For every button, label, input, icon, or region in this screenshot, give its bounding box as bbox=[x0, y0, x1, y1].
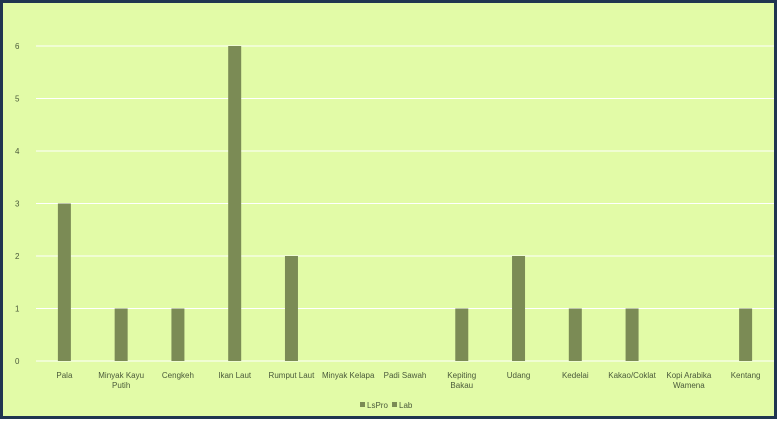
x-category-label: Pala bbox=[56, 371, 73, 380]
legend-label: LsPro bbox=[367, 401, 388, 410]
legend: LsPro Lab bbox=[360, 401, 413, 410]
x-category-label: Kepiting Bakau bbox=[447, 371, 476, 390]
bar-lspro bbox=[171, 308, 185, 361]
x-axis-ticks: Pala Minyak Kayu Putih Cengkeh Ikan Laut Rump… bbox=[56, 371, 760, 390]
x-category-label: Kentang bbox=[731, 371, 761, 380]
y-tick-label: 0 bbox=[15, 357, 20, 366]
bar-lspro bbox=[625, 308, 639, 361]
x-category-label: Kopi Arabika Wamena bbox=[666, 371, 711, 390]
y-tick-label: 5 bbox=[15, 95, 20, 104]
gridlines bbox=[36, 45, 774, 362]
x-category-label: Rumput Laut bbox=[269, 371, 316, 380]
bar-lspro bbox=[57, 203, 71, 361]
bars bbox=[57, 46, 753, 361]
bar-lspro bbox=[455, 308, 469, 361]
y-tick-label: 4 bbox=[15, 147, 20, 156]
legend-swatch bbox=[392, 402, 397, 407]
y-tick-label: 1 bbox=[15, 305, 20, 314]
x-category-label: Minyak Kelapa bbox=[322, 371, 375, 380]
bar-lspro bbox=[228, 46, 242, 361]
bar-chart: 0 1 2 3 4 5 6 Pala Minyak Kayu Putih Cengkeh Ikan … bbox=[15, 42, 774, 410]
x-category-label: Ikan Laut bbox=[218, 371, 252, 380]
y-tick-label: 6 bbox=[15, 42, 20, 51]
bar-lspro bbox=[568, 308, 582, 361]
legend-swatch bbox=[360, 402, 365, 407]
x-category-label: Kakao/Coklat bbox=[608, 371, 656, 380]
x-category-label: Padi Sawah bbox=[384, 371, 427, 380]
bar-lspro bbox=[512, 256, 526, 361]
x-category-label: Kedelai bbox=[562, 371, 589, 380]
x-category-label: Udang bbox=[507, 371, 531, 380]
bar-lspro bbox=[739, 308, 753, 361]
x-category-label: Cengkeh bbox=[162, 371, 194, 380]
legend-label: Lab bbox=[399, 401, 413, 410]
bar-lspro bbox=[284, 256, 298, 361]
x-category-label: Minyak Kayu Putih bbox=[98, 371, 144, 390]
y-tick-label: 3 bbox=[15, 200, 20, 209]
bar-lspro bbox=[114, 308, 128, 361]
y-axis-ticks: 0 1 2 3 4 5 6 bbox=[15, 42, 20, 366]
y-tick-label: 2 bbox=[15, 252, 20, 261]
